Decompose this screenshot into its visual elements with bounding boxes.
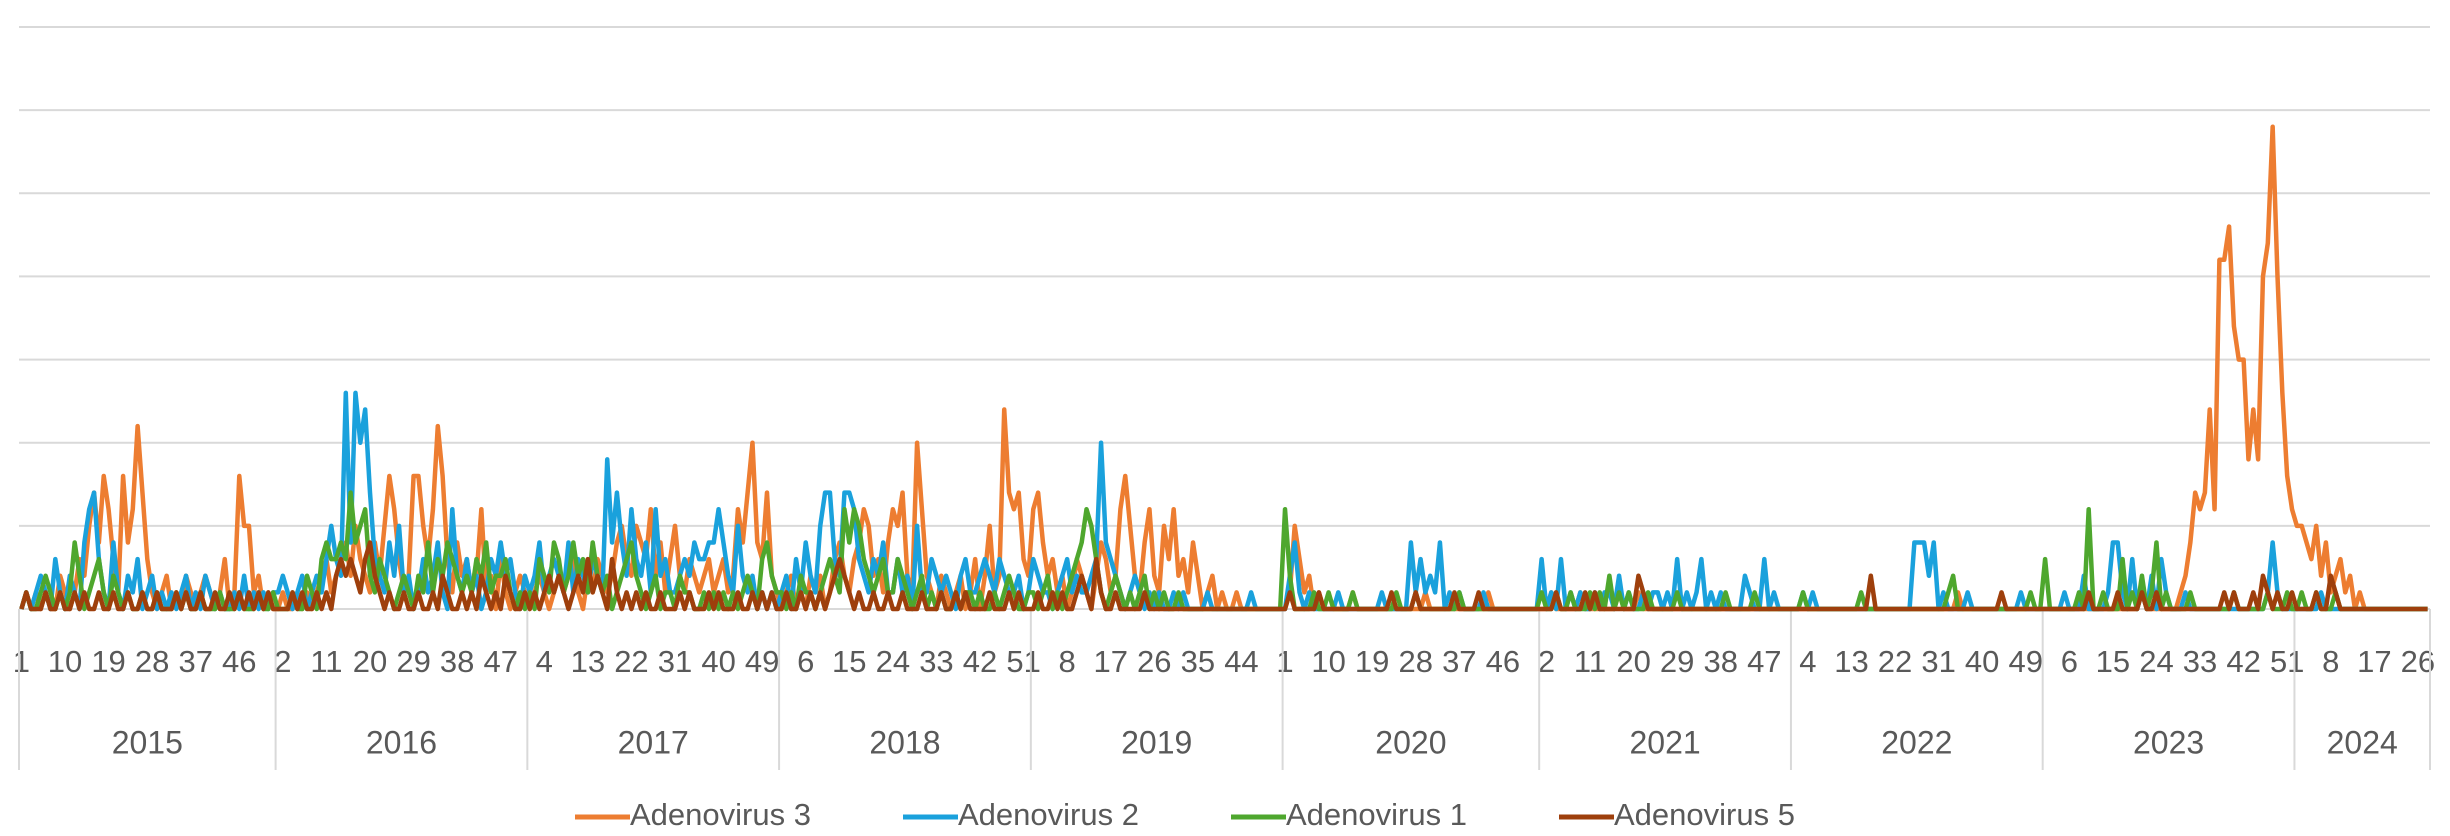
- x-tick-label: 8: [2322, 644, 2339, 679]
- x-tick-label: 20: [1616, 644, 1650, 679]
- x-tick-label: 13: [1834, 644, 1868, 679]
- legend-label: Adenovirus 2: [958, 797, 1139, 832]
- x-tick-label: 49: [2009, 644, 2043, 679]
- year-label: 2017: [618, 724, 689, 760]
- x-tick-label: 29: [396, 644, 430, 679]
- x-tick-label: 37: [178, 644, 212, 679]
- x-tick-label: 38: [440, 644, 474, 679]
- x-tick-label: 26: [1137, 644, 1171, 679]
- x-tick-label: 44: [1224, 644, 1258, 679]
- year-label: 2022: [1881, 724, 1952, 760]
- series-line: [19, 390, 2428, 612]
- x-tick-label: 4: [1799, 644, 1816, 679]
- x-tick-label: 37: [1442, 644, 1476, 679]
- year-label: 2019: [1121, 724, 1192, 760]
- x-tick-label: 15: [832, 644, 866, 679]
- x-tick-label: 10: [48, 644, 82, 679]
- x-tick-label: 42: [963, 644, 997, 679]
- x-tick-label: 19: [91, 644, 125, 679]
- x-tick-label: 11: [1574, 644, 1606, 679]
- x-tick-label: 20: [353, 644, 387, 679]
- x-tick-label: 22: [1878, 644, 1912, 679]
- legend: Adenovirus 3 Adenovirus 2 Adenovirus 1 Aden…: [575, 797, 1795, 832]
- x-tick-label: 6: [2061, 644, 2078, 679]
- x-tick-label: 33: [2183, 644, 2217, 679]
- x-tick-label: 1: [1276, 644, 1293, 679]
- x-tick-label: 47: [1747, 644, 1781, 679]
- x-tick-label: 29: [1660, 644, 1694, 679]
- x-tick-label: 31: [658, 644, 692, 679]
- x-tick-label: 35: [1181, 644, 1215, 679]
- x-tick-label: 51: [1006, 644, 1040, 679]
- x-tick-label: 31: [1921, 644, 1955, 679]
- year-label: 2020: [1375, 724, 1446, 760]
- legend-label: Adenovirus 1: [1286, 797, 1467, 832]
- x-tick-label: 47: [483, 644, 517, 679]
- x-tick-label: 19: [1355, 644, 1389, 679]
- x-tick-label: 2: [274, 644, 291, 679]
- x-tick-label: 15: [2096, 644, 2130, 679]
- x-tick-label: 2: [1538, 644, 1555, 679]
- x-tick-label: 38: [1703, 644, 1737, 679]
- x-tick-label: 42: [2226, 644, 2260, 679]
- x-tick-label: 22: [614, 644, 648, 679]
- x-tick-label: 28: [135, 644, 169, 679]
- series-line: [19, 124, 2428, 612]
- x-tick-label: 13: [571, 644, 605, 679]
- x-tick-label: 46: [222, 644, 256, 679]
- year-label: 2024: [2327, 724, 2398, 760]
- x-tick-label: 17: [2357, 644, 2391, 679]
- x-tick-label: 10: [1311, 644, 1345, 679]
- legend-label: Adenovirus 3: [630, 797, 811, 832]
- year-label: 2015: [112, 724, 183, 760]
- x-tick-label: 40: [1965, 644, 1999, 679]
- year-label: 2016: [366, 724, 437, 760]
- x-tick-label: 49: [745, 644, 779, 679]
- year-label: 2021: [1629, 724, 1700, 760]
- year-label: 2023: [2133, 724, 2204, 760]
- x-tick-label: 33: [919, 644, 953, 679]
- x-tick-label: 24: [876, 644, 910, 679]
- x-tick-label: 51: [2270, 644, 2304, 679]
- x-tick-label: 46: [1486, 644, 1520, 679]
- x-tick-label: 6: [797, 644, 814, 679]
- x-tick-label: 11: [310, 644, 342, 679]
- series-line: [19, 540, 2428, 612]
- x-tick-label: 40: [701, 644, 735, 679]
- year-label: 2018: [869, 724, 940, 760]
- x-tick-label: 17: [1093, 644, 1127, 679]
- x-tick-label: 8: [1059, 644, 1076, 679]
- x-tick-label: 24: [2139, 644, 2173, 679]
- x-tick-label: 28: [1398, 644, 1432, 679]
- legend-label: Adenovirus 5: [1614, 797, 1795, 832]
- x-tick-label: 4: [536, 644, 553, 679]
- x-tick-label: 1: [13, 644, 30, 679]
